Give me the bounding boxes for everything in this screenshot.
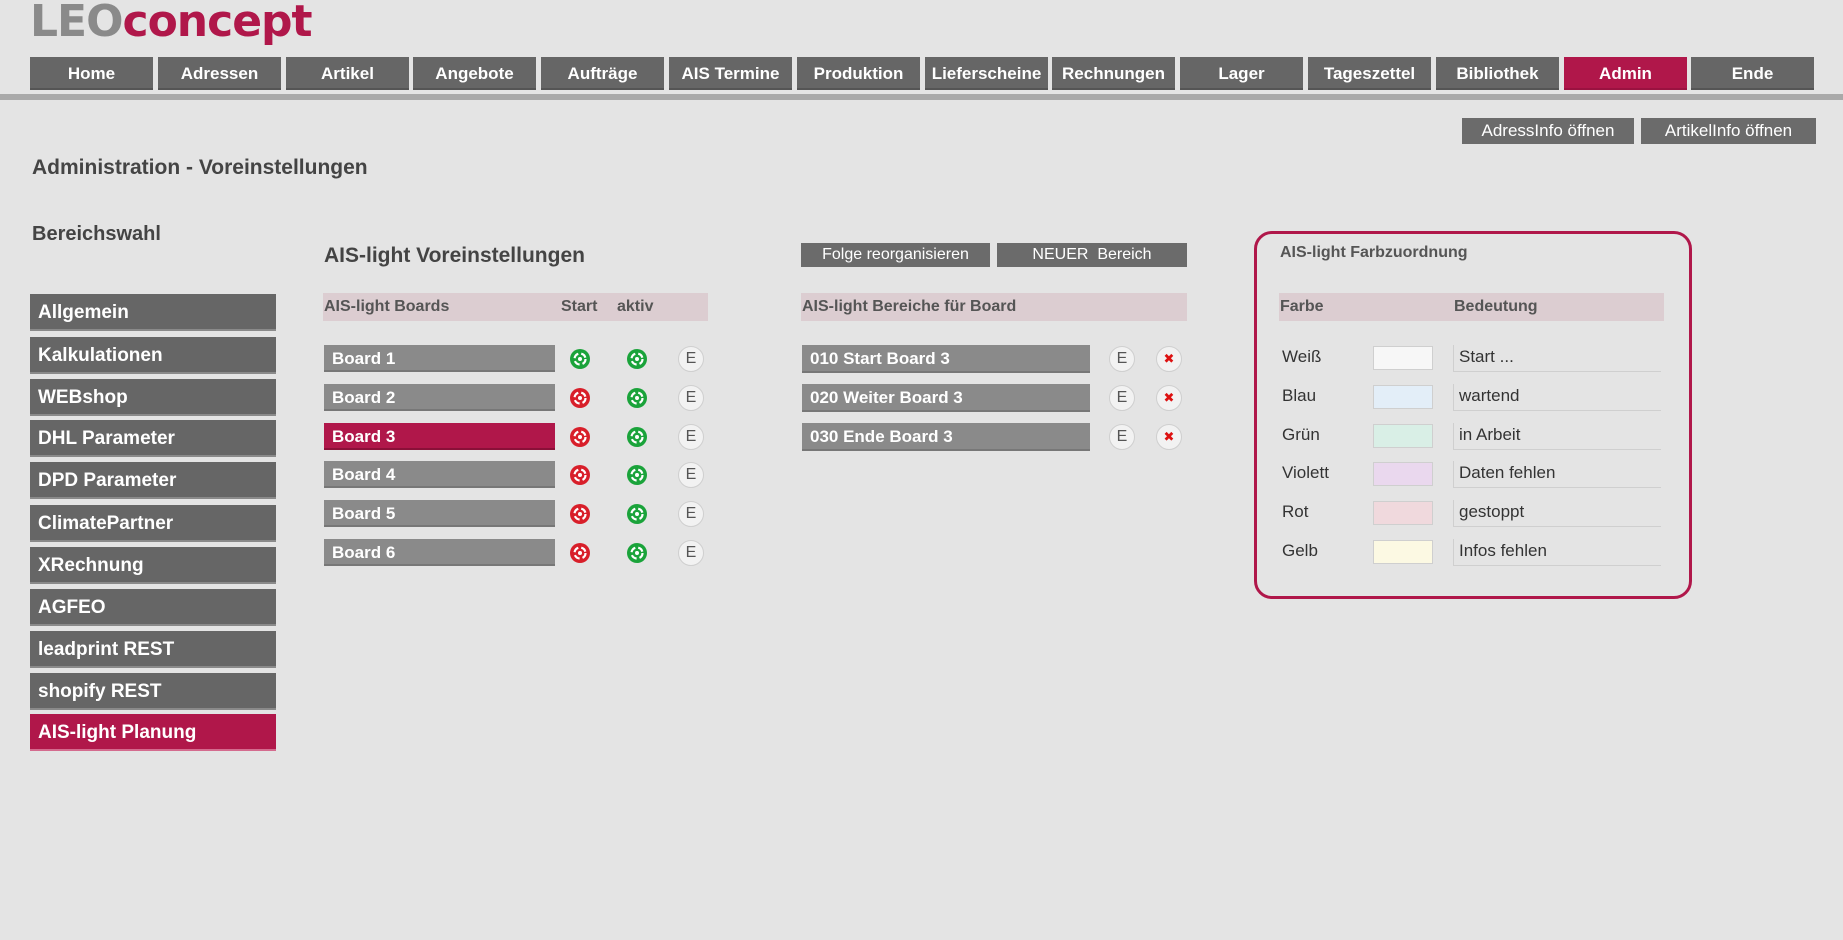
nav-item-ais-termine[interactable]: AIS Termine (669, 57, 792, 90)
sidebar-item-climatepartner[interactable]: ClimatePartner (30, 505, 276, 542)
active-on-icon[interactable] (626, 542, 648, 564)
edit-board-button[interactable]: E (678, 540, 704, 566)
color-swatch (1373, 462, 1433, 486)
close-icon[interactable]: ✖ (1156, 385, 1182, 411)
meaning-field[interactable]: Start ... (1453, 345, 1661, 372)
nav-item-admin[interactable]: Admin (1564, 57, 1687, 90)
active-on-icon[interactable] (626, 426, 648, 448)
edit-board-button[interactable]: E (678, 462, 704, 488)
color-name-label: Gelb (1282, 541, 1318, 560)
edit-area-button[interactable]: E (1109, 346, 1135, 372)
new-area-button[interactable]: NEUER Bereich (997, 243, 1187, 267)
color-header-label: Farbe (1280, 298, 1324, 315)
color-name-label: Blau (1282, 386, 1317, 405)
area-button[interactable]: 010 Start Board 3 (802, 345, 1090, 373)
nav-item-produktion[interactable]: Produktion (797, 57, 920, 90)
sidebar-item-kalkulationen[interactable]: Kalkulationen (30, 337, 276, 374)
sidebar-item-dpd-parameter[interactable]: DPD Parameter (30, 462, 276, 499)
meaning-header-label: Bedeutung (1454, 298, 1538, 315)
sidebar-item-ais-light-planung[interactable]: AIS-light Planung (30, 714, 276, 751)
areas-header-label: AIS-light Bereiche für Board (802, 298, 1017, 315)
sidebar-item-agfeo[interactable]: AGFEO (30, 589, 276, 626)
nav-item-lieferscheine[interactable]: Lieferscheine (925, 57, 1048, 90)
board-button[interactable]: Board 6 (324, 539, 555, 566)
nav-item-lager[interactable]: Lager (1180, 57, 1303, 90)
aktiv-header-label: aktiv (617, 298, 654, 315)
color-name-label: Violett (1282, 463, 1329, 482)
start-header-label: Start (561, 298, 598, 315)
color-swatch (1373, 385, 1433, 409)
close-icon[interactable]: ✖ (1156, 346, 1182, 372)
reorganize-button[interactable]: Folge reorganisieren (801, 243, 990, 267)
board-button[interactable]: Board 3 (324, 423, 555, 450)
board-button[interactable]: Board 2 (324, 384, 555, 411)
sidebar-item-webshop[interactable]: WEBshop (30, 379, 276, 416)
board-button[interactable]: Board 5 (324, 500, 555, 527)
active-on-icon[interactable] (626, 464, 648, 486)
nav-item-aufträge[interactable]: Aufträge (541, 57, 664, 90)
nav-divider (0, 94, 1843, 100)
artikel-info-button[interactable]: ArtikelInfo öffnen (1641, 118, 1816, 144)
section-label: Bereichswahl (32, 223, 161, 245)
meaning-field[interactable]: wartend (1453, 384, 1661, 411)
meaning-field[interactable]: Infos fehlen (1453, 539, 1661, 566)
areas-header-bar (801, 293, 1187, 321)
start-off-icon[interactable] (569, 426, 591, 448)
area-button[interactable]: 030 Ende Board 3 (802, 423, 1090, 451)
page-title: Administration - Voreinstellungen (32, 156, 368, 179)
nav-item-angebote[interactable]: Angebote (413, 57, 536, 90)
sidebar-item-dhl-parameter[interactable]: DHL Parameter (30, 420, 276, 457)
nav-item-adressen[interactable]: Adressen (158, 57, 281, 90)
main-nav: Home Adressen Artikel Angebote Aufträge AIS T… (30, 57, 1816, 90)
edit-board-button[interactable]: E (678, 424, 704, 450)
start-off-icon[interactable] (569, 387, 591, 409)
color-swatch (1373, 346, 1433, 370)
edit-board-button[interactable]: E (678, 501, 704, 527)
start-off-icon[interactable] (569, 542, 591, 564)
edit-board-button[interactable]: E (678, 346, 704, 372)
nav-item-tageszettel[interactable]: Tageszettel (1308, 57, 1431, 90)
color-swatch (1373, 501, 1433, 525)
area-button[interactable]: 020 Weiter Board 3 (802, 384, 1090, 412)
color-swatch (1373, 540, 1433, 564)
boards-section-title: AIS-light Voreinstellungen (324, 244, 585, 267)
active-on-icon[interactable] (626, 387, 648, 409)
sidebar-item-allgemein[interactable]: Allgemein (30, 294, 276, 331)
active-on-icon[interactable] (626, 503, 648, 525)
adress-info-button[interactable]: AdressInfo öffnen (1462, 118, 1634, 144)
edit-area-button[interactable]: E (1109, 385, 1135, 411)
color-panel-title: AIS-light Farbzuordnung (1280, 244, 1468, 261)
color-swatch (1373, 424, 1433, 448)
start-off-icon[interactable] (569, 503, 591, 525)
start-off-icon[interactable] (569, 464, 591, 486)
nav-item-artikel[interactable]: Artikel (286, 57, 409, 90)
nav-item-bibliothek[interactable]: Bibliothek (1436, 57, 1559, 90)
color-header-bar (1279, 293, 1664, 321)
nav-item-home[interactable]: Home (30, 57, 153, 90)
color-name-label: Rot (1282, 502, 1309, 521)
sidebar-item-xrechnung[interactable]: XRechnung (30, 547, 276, 584)
active-on-icon[interactable] (626, 348, 648, 370)
boards-header-label: AIS-light Boards (324, 298, 450, 315)
meaning-field[interactable]: gestoppt (1453, 500, 1661, 527)
close-icon[interactable]: ✖ (1156, 424, 1182, 450)
boards-header-bar (323, 293, 708, 321)
edit-board-button[interactable]: E (678, 385, 704, 411)
app-logo: LEOconcept (30, 0, 313, 47)
color-assignment-panel (1254, 231, 1692, 599)
nav-item-rechnungen[interactable]: Rechnungen (1052, 57, 1175, 90)
color-name-label: Grün (1282, 425, 1320, 444)
sidebar-item-leadprint-rest[interactable]: leadprint REST (30, 631, 276, 668)
edit-area-button[interactable]: E (1109, 424, 1135, 450)
color-name-label: Weiß (1282, 347, 1322, 366)
board-button[interactable]: Board 4 (324, 461, 555, 488)
sidebar-item-shopify-rest[interactable]: shopify REST (30, 673, 276, 710)
meaning-field[interactable]: in Arbeit (1453, 423, 1661, 450)
start-on-icon[interactable] (569, 348, 591, 370)
nav-item-ende[interactable]: Ende (1691, 57, 1814, 90)
board-button[interactable]: Board 1 (324, 345, 555, 372)
meaning-field[interactable]: Daten fehlen (1453, 461, 1661, 488)
